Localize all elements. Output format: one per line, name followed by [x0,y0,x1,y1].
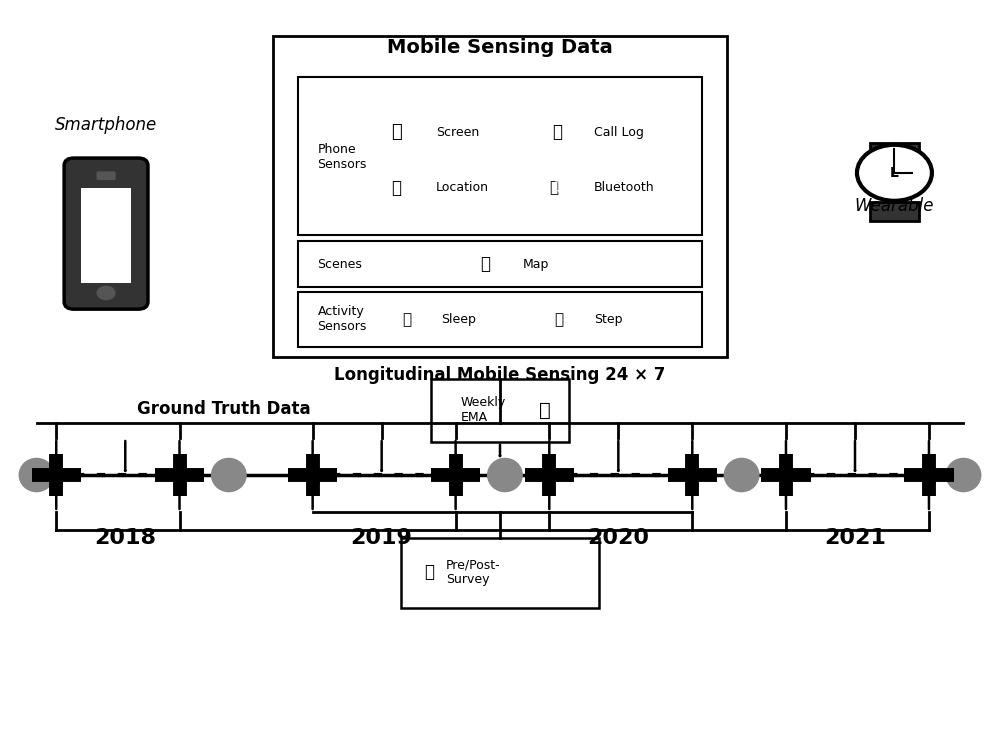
Text: Weekly
EMA: Weekly EMA [461,396,506,424]
FancyBboxPatch shape [273,37,727,357]
Text: 🚶: 🚶 [555,312,564,327]
FancyBboxPatch shape [298,292,702,348]
Text: Call Log: Call Log [594,125,644,139]
FancyBboxPatch shape [64,158,148,309]
Ellipse shape [724,458,759,492]
Text: 🛏: 🛏 [402,312,411,327]
Text: Bluetooth: Bluetooth [594,181,654,194]
Text: Longitudinal Mobile Sensing 24 × 7: Longitudinal Mobile Sensing 24 × 7 [334,366,666,385]
FancyBboxPatch shape [431,379,569,442]
Ellipse shape [212,458,246,492]
Text: 🔵: 🔵 [550,180,559,195]
FancyBboxPatch shape [298,77,702,236]
FancyBboxPatch shape [870,202,919,221]
Text: 📄: 📄 [538,400,550,420]
FancyBboxPatch shape [298,240,702,287]
FancyBboxPatch shape [870,143,919,161]
FancyBboxPatch shape [97,172,115,179]
Circle shape [857,145,932,201]
Text: ℚ: ℚ [551,181,561,194]
Text: 2018: 2018 [94,528,156,547]
Text: 2021: 2021 [824,528,886,547]
Text: Activity
Sensors: Activity Sensors [318,306,367,333]
Ellipse shape [946,458,981,492]
Text: 2020: 2020 [587,528,649,547]
Text: 📝: 📝 [424,563,434,581]
Ellipse shape [488,458,522,492]
Text: 📞: 📞 [552,123,562,141]
Circle shape [97,286,115,300]
Text: Sleep: Sleep [441,313,476,326]
Text: Smartphone: Smartphone [54,116,157,134]
Text: 2019: 2019 [351,528,413,547]
Text: 📍: 📍 [391,179,401,197]
FancyBboxPatch shape [876,165,913,180]
Text: Ground Truth Data: Ground Truth Data [137,400,311,418]
Text: Wearable: Wearable [855,197,934,215]
Text: Pre/Post-
Survey: Pre/Post- Survey [446,558,500,587]
Ellipse shape [19,458,54,492]
Text: Location: Location [436,181,489,194]
Text: Map: Map [523,258,549,270]
Text: L: L [890,166,899,179]
Text: Step: Step [594,313,622,326]
Text: Mobile Sensing Data: Mobile Sensing Data [387,38,613,57]
Text: 📱: 📱 [391,123,402,141]
Text: Phone
Sensors: Phone Sensors [318,143,367,170]
Text: 🗺: 🗺 [480,255,490,273]
Text: Scenes: Scenes [318,258,362,270]
Text: Screen: Screen [436,125,479,139]
FancyBboxPatch shape [81,188,131,283]
FancyBboxPatch shape [401,538,599,608]
